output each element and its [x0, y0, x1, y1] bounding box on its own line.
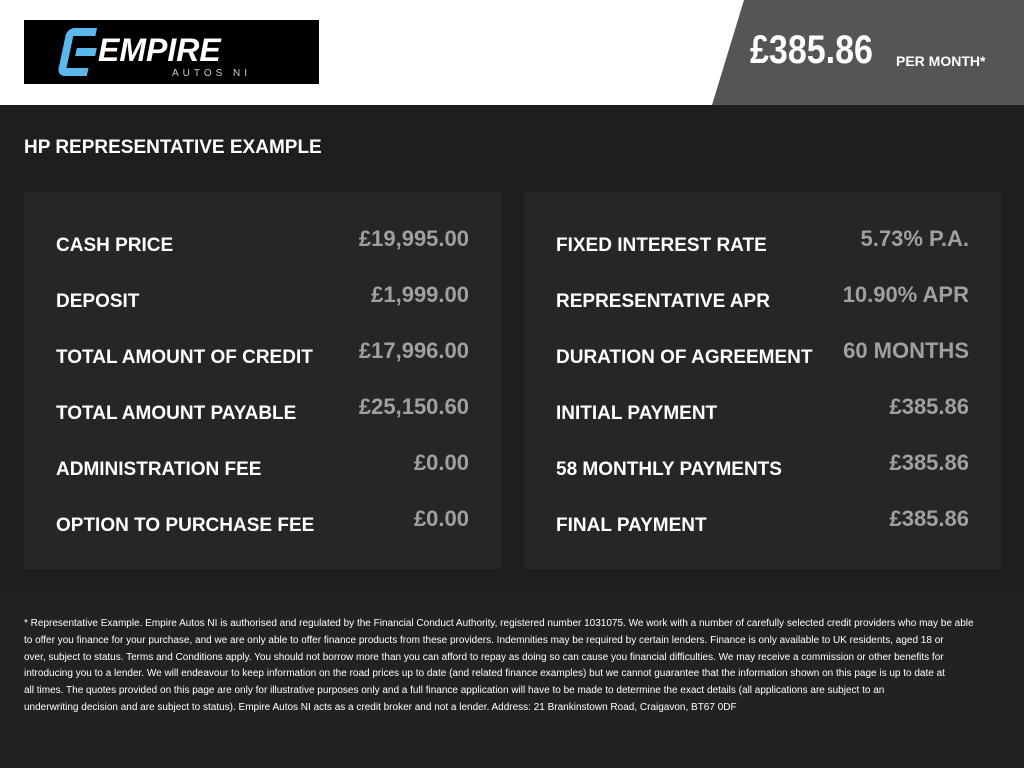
finance-label: DEPOSIT [56, 291, 140, 312]
finance-label: REPRESENTATIVE APR [556, 291, 770, 312]
disclaimer-line: introducing you to a lender. We will end… [24, 668, 945, 680]
finance-label: FIXED INTEREST RATE [556, 235, 767, 256]
empire-autos-logo: EMPIRE AUTOS NI [24, 20, 319, 84]
finance-row: ADMINISTRATION FEE £0.00 [56, 438, 469, 494]
disclaimer: * Representative Example. Empire Autos N… [0, 592, 1024, 768]
finance-label: TOTAL AMOUNT PAYABLE [56, 403, 297, 424]
finance-row: FIXED INTEREST RATE 5.73% P.A. [556, 214, 969, 270]
finance-row: CASH PRICE £19,995.00 [56, 214, 469, 270]
finance-row: DURATION OF AGREEMENT 60 MONTHS [556, 326, 969, 382]
disclaimer-line: * Representative Example. Empire Autos N… [24, 618, 974, 629]
finance-value: £19,995.00 [358, 226, 469, 251]
finance-value: £17,996.00 [358, 338, 469, 363]
monthly-price: £385.86 [750, 28, 873, 72]
disclaimer-line: to offer you finance for your purchase, … [24, 634, 944, 646]
finance-value: 10.90% APR [842, 282, 969, 307]
finance-label: TOTAL AMOUNT OF CREDIT [56, 347, 313, 368]
logo-text: EMPIRE [98, 32, 221, 68]
finance-value: £1,999.00 [371, 282, 469, 307]
finance-row: INITIAL PAYMENT £385.86 [556, 382, 969, 438]
finance-value: £0.00 [413, 450, 469, 475]
finance-value: £385.86 [889, 450, 969, 475]
finance-label: FINAL PAYMENT [556, 515, 707, 536]
finance-value: £0.00 [413, 506, 469, 531]
finance-value: £25,150.60 [358, 394, 469, 419]
monthly-price-box: £385.86 PER MONTH* [712, 0, 1024, 105]
finance-row: FINAL PAYMENT £385.86 [556, 494, 969, 550]
header: EMPIRE AUTOS NI £385.86 PER MONTH* [0, 0, 1024, 105]
disclaimer-line: underwriting decision and are subject to… [24, 701, 737, 713]
finance-value: 5.73% P.A. [860, 226, 969, 251]
finance-row: REPRESENTATIVE APR 10.90% APR [556, 270, 969, 326]
finance-label: OPTION TO PURCHASE FEE [56, 515, 315, 536]
finance-label: ADMINISTRATION FEE [56, 459, 262, 480]
finance-row: TOTAL AMOUNT PAYABLE £25,150.60 [56, 382, 469, 438]
finance-value: £385.86 [889, 506, 969, 531]
per-month-label: PER MONTH* [896, 53, 986, 69]
finance-row: 58 MONTHLY PAYMENTS £385.86 [556, 438, 969, 494]
finance-label: 58 MONTHLY PAYMENTS [556, 459, 782, 480]
finance-row: OPTION TO PURCHASE FEE £0.00 [56, 494, 469, 550]
section-title: HP REPRESENTATIVE EXAMPLE [24, 137, 322, 158]
finance-panel-left: CASH PRICE £19,995.00 DEPOSIT £1,999.00 TOTA… [24, 192, 501, 569]
logo-e-icon [56, 28, 98, 76]
finance-label: DURATION OF AGREEMENT [556, 347, 813, 368]
logo-subtext: AUTOS NI [172, 68, 252, 79]
finance-row: DEPOSIT £1,999.00 [56, 270, 469, 326]
finance-panel-right: FIXED INTEREST RATE 5.73% P.A. REPRESENTAT… [524, 192, 1001, 569]
finance-row: TOTAL AMOUNT OF CREDIT £17,996.00 [56, 326, 469, 382]
finance-value: £385.86 [889, 394, 969, 419]
finance-label: INITIAL PAYMENT [556, 403, 718, 424]
finance-value: 60 MONTHS [843, 338, 969, 363]
finance-label: CASH PRICE [56, 235, 174, 256]
disclaimer-line: all times. The quotes provided on this p… [24, 685, 885, 697]
disclaimer-line: over, subject to status. Terms and Condi… [24, 651, 944, 663]
